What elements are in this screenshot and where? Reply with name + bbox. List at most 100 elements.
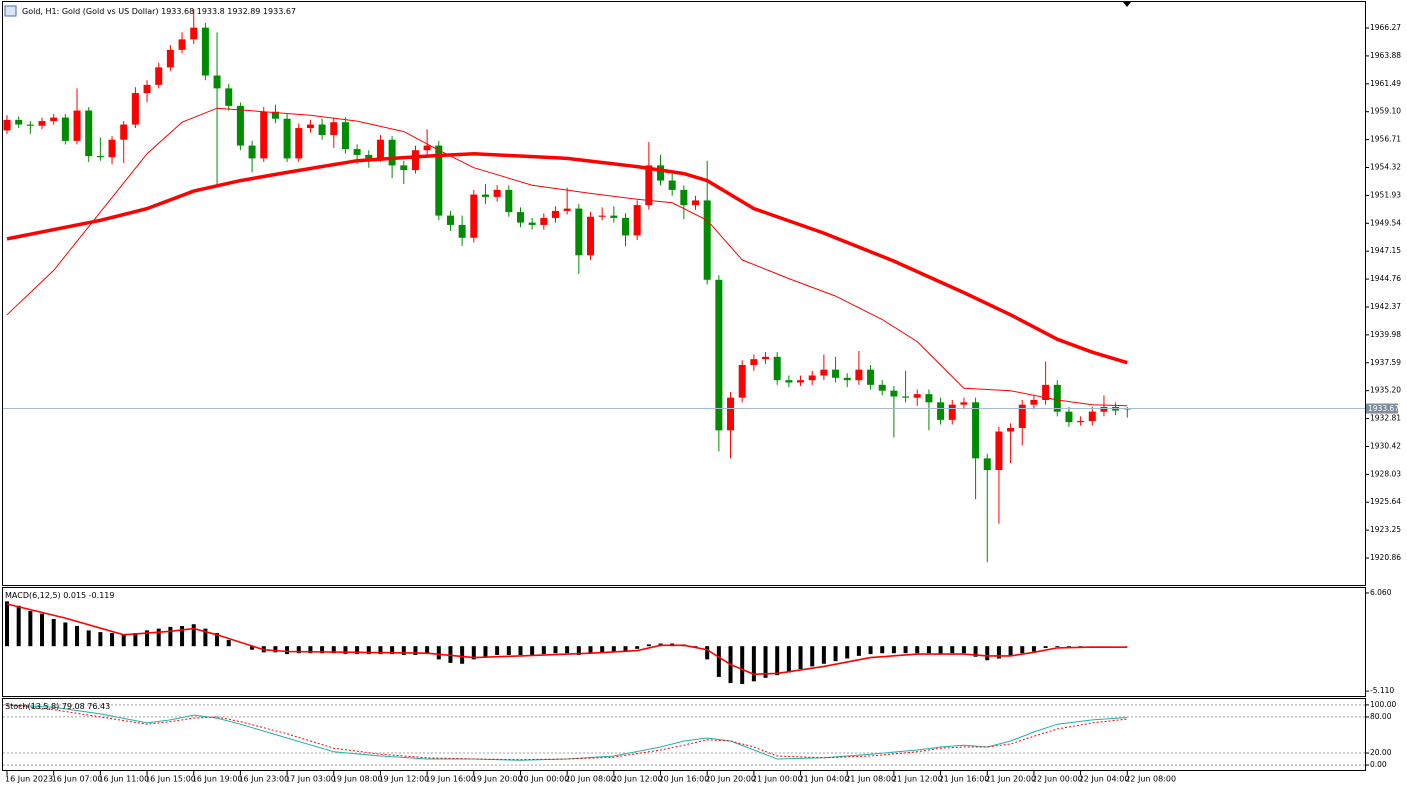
candle-body xyxy=(50,117,58,122)
candle-body xyxy=(645,165,653,206)
x-tick-label: 22 Jun 00:00 xyxy=(1032,775,1083,784)
histogram-bar xyxy=(40,613,45,647)
candle-body xyxy=(1077,421,1085,423)
histogram-bar xyxy=(98,632,103,647)
candle-body xyxy=(610,215,618,218)
indicator-name: Stoch(13,5,8) xyxy=(5,702,59,711)
histogram-bar xyxy=(623,646,628,652)
candle-body xyxy=(890,390,898,397)
candle-body xyxy=(913,394,921,398)
histogram-bar xyxy=(5,601,10,647)
y-tick-label: 6.060 xyxy=(1370,588,1392,597)
candle-body xyxy=(1100,407,1108,412)
indicator-value: 79.08 xyxy=(62,702,85,711)
y-tick-label: 1966.27 xyxy=(1370,23,1401,32)
x-tick-label: 19 Jun 16:00 xyxy=(425,775,476,784)
histogram-bar xyxy=(985,646,990,661)
y-tick-label: 1949.54 xyxy=(1370,218,1401,227)
y-tick-label: 1951.93 xyxy=(1370,190,1401,199)
candle-body xyxy=(458,224,466,238)
indicator-line xyxy=(6,603,1128,676)
histogram-bar xyxy=(1031,646,1036,652)
histogram-bar xyxy=(996,646,1001,659)
candle-body xyxy=(201,27,209,76)
y-tick-label: 1939.98 xyxy=(1370,330,1401,339)
candle-body xyxy=(855,369,863,381)
histogram-bar xyxy=(378,646,383,655)
candle-body xyxy=(330,122,338,136)
histogram-bar xyxy=(343,646,348,655)
x-tick-label: 16 Jun 15:00 xyxy=(145,775,196,784)
candle-body xyxy=(948,404,956,420)
histogram-bar xyxy=(63,622,68,647)
y-tick-label: -5.110 xyxy=(1370,686,1394,695)
candle-body xyxy=(85,110,93,157)
histogram-bar xyxy=(588,646,593,654)
candle-body xyxy=(61,117,69,141)
candle-body xyxy=(995,431,1003,471)
candle-body xyxy=(1030,400,1038,405)
histogram-bar xyxy=(156,628,161,647)
x-tick-label: 16 Jun 23:00 xyxy=(238,775,289,784)
histogram-bar xyxy=(1008,646,1013,656)
candle-body xyxy=(972,402,980,459)
indicator-title: MACD(6,12,5) 0.015 -0.119 xyxy=(5,591,114,600)
indicator-line xyxy=(6,107,1128,407)
candle-body xyxy=(960,402,968,405)
candle-body xyxy=(1007,428,1015,432)
y-tick-label: 1928.03 xyxy=(1370,469,1401,478)
candle-body xyxy=(271,111,279,119)
candle-body xyxy=(657,165,665,181)
histogram-bar xyxy=(483,646,488,657)
histogram-bar xyxy=(891,646,896,654)
y-tick-label: 1956.71 xyxy=(1370,135,1401,144)
histogram-bar xyxy=(145,630,150,647)
candle-body xyxy=(178,39,186,50)
candle-body xyxy=(797,380,805,383)
histogram-bar xyxy=(705,646,710,660)
candle-body xyxy=(575,208,583,256)
candle-body xyxy=(295,128,303,159)
price-label: 1933.67 xyxy=(1368,404,1399,413)
x-tick-label: 20 Jun 08:00 xyxy=(565,775,616,784)
candle-body xyxy=(505,189,513,213)
y-tick-label: 100.00 xyxy=(1370,700,1396,709)
candle-body xyxy=(1088,411,1096,422)
histogram-bar xyxy=(273,646,278,653)
x-tick-label: 21 Jun 20:00 xyxy=(985,775,1036,784)
histogram-bar xyxy=(285,646,290,655)
title-ohlc: 1933.67 xyxy=(263,7,296,16)
candle-body xyxy=(551,210,559,218)
title-symbol: Gold, H1: Gold (Gold vs US Dollar) xyxy=(22,7,159,16)
indicator-line xyxy=(6,704,1128,761)
x-tick-label: 16 Jun 11:00 xyxy=(98,775,149,784)
y-tick-label: 1923.25 xyxy=(1370,525,1401,534)
histogram-bar xyxy=(646,644,651,647)
histogram-bar xyxy=(751,646,756,682)
histogram-bar xyxy=(611,646,616,653)
x-tick-label: 16 Jun 07:00 xyxy=(52,775,103,784)
histogram-bar xyxy=(448,646,453,663)
histogram-bar xyxy=(798,646,803,670)
chart-title: Gold, H1: Gold (Gold vs US Dollar) 1933.… xyxy=(22,7,296,16)
histogram-bar xyxy=(740,646,745,684)
histogram-bar xyxy=(191,624,196,647)
candle-body xyxy=(318,124,326,136)
price-label-box xyxy=(1366,403,1398,414)
y-tick-label: 0.00 xyxy=(1370,760,1387,769)
candle-body xyxy=(867,369,875,385)
candle-body xyxy=(785,380,793,383)
indicator-line xyxy=(6,704,1128,761)
histogram-bar xyxy=(436,646,441,660)
y-tick-label: 1937.59 xyxy=(1370,358,1401,367)
histogram-bar xyxy=(320,646,325,654)
candle-body xyxy=(155,67,163,85)
histogram-bar xyxy=(833,646,838,662)
candle-body xyxy=(108,139,116,158)
candle-body xyxy=(341,122,349,150)
y-tick-label: 1920.86 xyxy=(1370,553,1401,562)
histogram-bar xyxy=(1066,646,1071,648)
histogram-bar xyxy=(86,630,91,647)
histogram-bar xyxy=(926,646,931,654)
title-ohlc: 1933.68 xyxy=(161,7,194,16)
